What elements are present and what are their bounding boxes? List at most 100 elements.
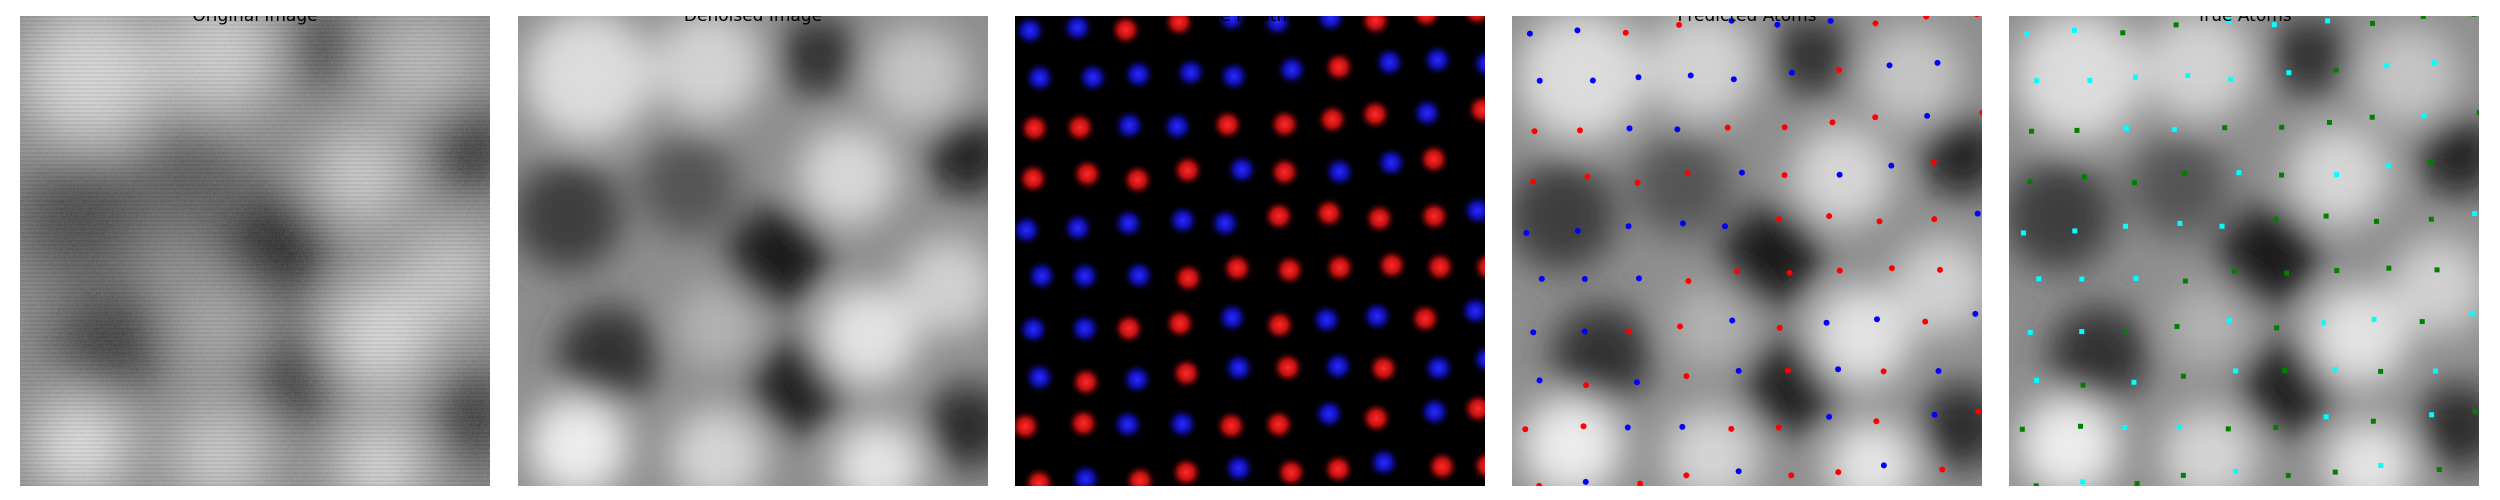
true-atom-marker bbox=[2378, 368, 2384, 374]
heatmap-blob bbox=[1267, 155, 1302, 190]
predicted-atom-marker bbox=[1836, 171, 1843, 178]
predicted-atom-marker bbox=[1935, 368, 1942, 375]
true-atom-marker bbox=[2432, 60, 2438, 66]
true-atom-marker bbox=[2419, 319, 2425, 325]
predicted-atom-marker bbox=[1584, 173, 1591, 180]
true-atom-marker bbox=[2078, 423, 2084, 429]
heatmap-blob bbox=[1416, 142, 1451, 177]
predicted-atom-marker bbox=[1684, 170, 1691, 177]
predicted-atom-marker bbox=[1683, 472, 1690, 479]
heatmap-blob bbox=[1112, 108, 1147, 143]
true-atom-marker bbox=[2080, 382, 2086, 388]
predicted-atom-marker bbox=[1724, 124, 1731, 131]
heatmap-blob bbox=[1024, 258, 1059, 293]
true-atom-marker bbox=[2132, 180, 2138, 186]
heatmap-blob bbox=[1359, 401, 1394, 436]
heatmap-blob bbox=[1420, 42, 1455, 77]
true-atom-marker bbox=[2273, 216, 2279, 222]
heatmap-blob bbox=[1069, 365, 1104, 400]
predicted-atom-marker bbox=[1835, 469, 1842, 476]
predicted-atom-marker bbox=[1685, 278, 1692, 285]
predicted-atom-marker bbox=[1538, 275, 1545, 282]
true-atom-marker bbox=[2180, 373, 2186, 379]
true-atom-marker bbox=[2185, 73, 2191, 79]
heatmap-blob bbox=[1017, 111, 1052, 146]
true-atom-marker bbox=[2386, 265, 2392, 271]
panel-denoised-image: Denoised Image bbox=[518, 16, 988, 486]
predicted-atom-marker bbox=[1679, 423, 1686, 430]
true-atom-marker bbox=[2019, 426, 2025, 432]
heatmap-blob bbox=[1111, 311, 1146, 346]
heatmap-blob bbox=[1366, 445, 1401, 480]
true-atom-marker bbox=[2285, 472, 2291, 478]
heatmap-blob bbox=[1110, 407, 1145, 442]
predicted-atom-marker bbox=[1683, 373, 1690, 380]
heatmap-blob bbox=[1321, 349, 1356, 384]
true-atom-marker bbox=[2323, 414, 2329, 420]
predicted-atom-marker bbox=[1728, 17, 1735, 24]
predicted-atom-marker bbox=[1781, 172, 1788, 179]
predicted-atom-marker bbox=[1930, 159, 1937, 166]
panel-title: Denoised Image bbox=[683, 16, 823, 26]
predicted-atom-marker bbox=[1637, 480, 1644, 486]
heatmap-blob bbox=[1260, 16, 1295, 39]
true-atom-marker bbox=[2225, 426, 2231, 432]
heatmap-blob bbox=[1060, 210, 1095, 245]
true-atom-marker bbox=[2182, 170, 2188, 176]
predicted-atom-marker bbox=[1888, 265, 1895, 272]
heatmap-blob bbox=[1016, 161, 1051, 196]
predicted-atom-marker bbox=[1874, 316, 1881, 323]
heatmap-blob bbox=[1470, 342, 1485, 377]
true-atom-marker bbox=[2176, 424, 2182, 430]
predicted-atom-marker bbox=[1931, 216, 1938, 223]
predicted-atom-marker bbox=[1931, 411, 1938, 418]
predicted-atom-marker bbox=[1974, 16, 1980, 18]
true-atom-marker bbox=[2236, 170, 2242, 176]
predicted-atom-marker bbox=[1776, 216, 1783, 223]
heatmap-blob bbox=[1460, 16, 1485, 29]
predicted-atom-marker bbox=[1880, 462, 1887, 469]
true-atom-marker bbox=[2034, 78, 2040, 84]
true-atom-marker bbox=[2233, 368, 2239, 374]
true-atom-marker bbox=[2123, 329, 2129, 335]
heatmap-blob bbox=[1321, 452, 1356, 486]
heatmap-blob bbox=[1309, 302, 1344, 337]
predicted-atom-marker bbox=[1625, 223, 1632, 230]
heatmap-blob bbox=[1261, 407, 1296, 442]
panel-title: Te/Se Heatmap bbox=[1185, 16, 1315, 26]
true-atom-marker bbox=[2133, 275, 2139, 281]
heatmap-blob bbox=[1322, 250, 1357, 285]
predicted-atom-marker bbox=[1536, 377, 1543, 384]
true-atom-marker bbox=[2177, 220, 2183, 226]
heatmap-blob bbox=[1015, 16, 1047, 48]
heatmap-blob bbox=[1366, 351, 1401, 386]
heatmap-blob bbox=[1165, 406, 1200, 441]
predicted-atom-marker bbox=[1836, 267, 1843, 274]
true-atom-marker bbox=[2033, 483, 2039, 486]
predicted-atom-marker bbox=[1872, 114, 1879, 121]
panel-title: True Atoms bbox=[2196, 16, 2292, 26]
predicted-atom-marker bbox=[1622, 29, 1629, 36]
heatmap-blob bbox=[1262, 307, 1297, 342]
heatmap-blob bbox=[1165, 203, 1200, 238]
heatmap-blob bbox=[1171, 261, 1206, 296]
predicted-atom-marker bbox=[1835, 366, 1842, 373]
heatmap-blob bbox=[1372, 45, 1407, 80]
true-atom-marker bbox=[2171, 126, 2177, 132]
true-atom-marker bbox=[2180, 472, 2186, 478]
predicted-atom-marker bbox=[1625, 328, 1632, 335]
true-atom-marker bbox=[2434, 267, 2440, 273]
heatmap-blob bbox=[1224, 152, 1259, 187]
true-atom-marker bbox=[2079, 276, 2085, 282]
predicted-atom-marker bbox=[1676, 21, 1683, 28]
denoised-image-canvas bbox=[518, 16, 988, 486]
predicted-atom-marker bbox=[1574, 27, 1581, 34]
heatmap-blob bbox=[1274, 52, 1309, 87]
true-atom-marker bbox=[2182, 278, 2188, 284]
heatmap-blob bbox=[1108, 16, 1143, 47]
heatmap-blob bbox=[1214, 408, 1249, 443]
heatmap-blob bbox=[1060, 16, 1095, 45]
true-atom-marker bbox=[2072, 228, 2078, 234]
true-atom-marker bbox=[2286, 70, 2292, 76]
predicted-atom-marker bbox=[1581, 276, 1588, 283]
